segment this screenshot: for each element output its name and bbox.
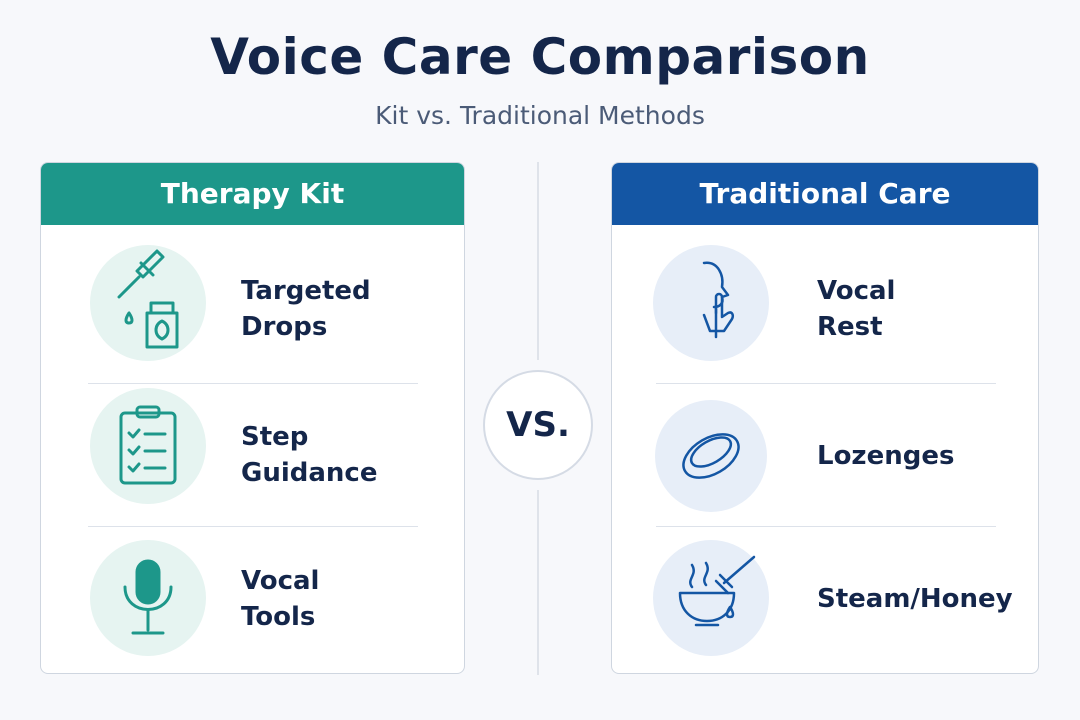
divider <box>88 383 418 384</box>
text-line: Guidance <box>241 458 378 488</box>
divider <box>88 526 418 527</box>
text-line: Tools <box>241 602 316 632</box>
divider <box>656 526 996 527</box>
item-label: Steam/Honey <box>817 581 1013 617</box>
subtitle: Kit vs. Traditional Methods <box>375 101 705 130</box>
text-line: Rest <box>817 312 883 342</box>
vs-badge: VS. <box>483 370 593 480</box>
item-label: Lozenges <box>817 438 954 474</box>
text-line: Step <box>241 422 309 452</box>
item-label: Targeted Drops <box>241 273 371 345</box>
panel-title: Traditional Care <box>612 163 1038 225</box>
text-line: Targeted <box>241 276 371 306</box>
title: Voice Care Comparison <box>210 28 870 86</box>
icons <box>90 245 206 656</box>
text-line: Lozenges <box>817 441 955 471</box>
item-label: Step Guidance <box>241 419 377 491</box>
item-label: Vocal Rest <box>817 273 895 345</box>
panel: Therapy Kit Targeted Drops Step Guidance V… <box>40 162 465 674</box>
icons <box>653 245 769 656</box>
center-line <box>537 490 539 675</box>
item-label: Vocal Tools <box>241 563 319 635</box>
divider <box>656 383 996 384</box>
center-line <box>537 162 539 360</box>
text-line: Drops <box>241 312 328 342</box>
panel-title: Therapy Kit <box>41 163 464 225</box>
text-line: Steam/Honey <box>817 584 1013 614</box>
panel: Traditional Care Vocal Rest Lozenges Stea… <box>611 162 1039 674</box>
text-line: Vocal <box>241 566 320 596</box>
text-line: Vocal <box>817 276 896 306</box>
